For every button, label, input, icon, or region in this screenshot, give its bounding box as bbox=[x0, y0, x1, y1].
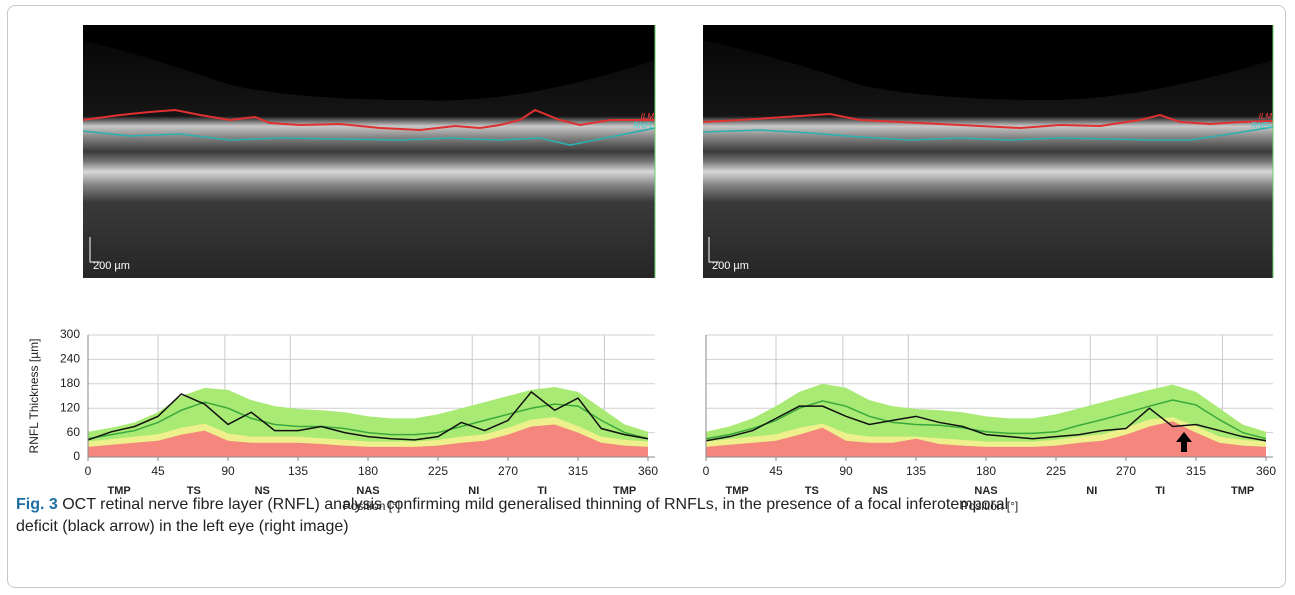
x-tick-label: 360 bbox=[1256, 464, 1276, 478]
x-tick-label: 90 bbox=[221, 464, 235, 478]
x-axis-label: Position [°] bbox=[961, 499, 1019, 513]
rnfl-label: RNFL bbox=[1251, 121, 1272, 130]
oct-image bbox=[82, 25, 656, 278]
ilm-label: ILM bbox=[641, 112, 655, 121]
thickness-line bbox=[705, 399, 1267, 440]
y-tick-label: 240 bbox=[60, 352, 80, 366]
sector-label: TI bbox=[537, 485, 547, 497]
scale-label: 200 µm bbox=[93, 260, 130, 272]
x-tick-label: 360 bbox=[638, 464, 658, 478]
x-tick-label: 90 bbox=[839, 464, 853, 478]
sector-label: TI bbox=[1155, 485, 1165, 497]
sector-label: TMP bbox=[107, 485, 130, 497]
sector-label: TS bbox=[187, 485, 201, 497]
x-tick-label: 45 bbox=[769, 464, 783, 478]
y-tick-label: 300 bbox=[60, 327, 80, 341]
y-tick-label: 120 bbox=[60, 400, 80, 414]
sector-label: NAS bbox=[974, 485, 997, 497]
x-tick-label: 135 bbox=[288, 464, 308, 478]
thickness-line bbox=[87, 390, 649, 441]
rnfl-label: RNFL bbox=[633, 121, 654, 130]
x-tick-label: 180 bbox=[358, 464, 378, 478]
sector-label: TMP bbox=[1231, 485, 1254, 497]
figure-frame bbox=[7, 5, 1286, 588]
caption-text: OCT retinal nerve fibre layer (RNFL) ana… bbox=[16, 496, 1009, 535]
caption-label: Fig. 3 bbox=[16, 496, 58, 513]
x-tick-label: 315 bbox=[1186, 464, 1206, 478]
x-tick-label: 270 bbox=[1116, 464, 1136, 478]
sector-label: TMP bbox=[725, 485, 748, 497]
y-tick-label: 180 bbox=[60, 376, 80, 390]
y-axis-label: RNFL Thickness [µm] bbox=[27, 339, 41, 454]
ilm-label: ILM bbox=[1259, 112, 1273, 121]
sector-label: NI bbox=[468, 485, 479, 497]
x-tick-label: 315 bbox=[568, 464, 588, 478]
sector-label: TS bbox=[805, 485, 819, 497]
deficit-arrow bbox=[1176, 432, 1192, 452]
scale-label: 200 µm bbox=[712, 260, 749, 272]
x-tick-label: 270 bbox=[498, 464, 518, 478]
x-tick-label: 135 bbox=[906, 464, 926, 478]
x-tick-label: 225 bbox=[1046, 464, 1066, 478]
x-tick-label: 0 bbox=[703, 464, 710, 478]
x-tick-label: 45 bbox=[151, 464, 165, 478]
x-tick-label: 0 bbox=[85, 464, 92, 478]
x-axis-label: Position [°] bbox=[343, 499, 401, 513]
x-tick-label: 225 bbox=[428, 464, 448, 478]
caption: Fig. 3 OCT retinal nerve fibre layer (RN… bbox=[16, 494, 1016, 538]
thickness-line bbox=[705, 405, 1267, 442]
oct-image bbox=[702, 25, 1274, 278]
thickness-line bbox=[87, 401, 649, 440]
sector-label: NS bbox=[873, 485, 888, 497]
y-tick-label: 0 bbox=[73, 449, 80, 463]
x-tick-label: 180 bbox=[976, 464, 996, 478]
sector-label: NS bbox=[255, 485, 270, 497]
y-tick-label: 60 bbox=[67, 425, 81, 439]
percentile-band bbox=[88, 424, 648, 457]
sector-label: NAS bbox=[356, 485, 379, 497]
sector-label: TMP bbox=[613, 485, 636, 497]
percentile-band bbox=[706, 421, 1266, 457]
sector-label: NI bbox=[1086, 485, 1097, 497]
